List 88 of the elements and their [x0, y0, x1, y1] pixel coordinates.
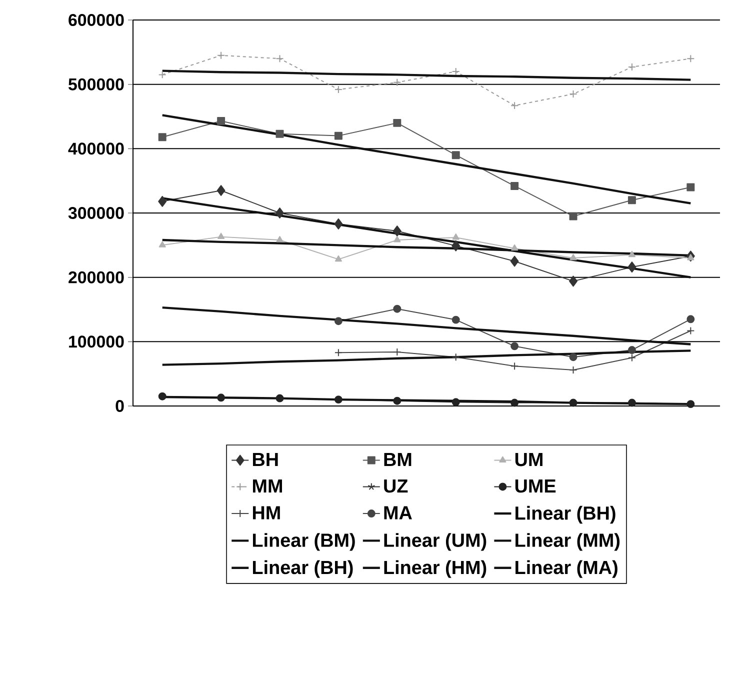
point	[276, 394, 284, 402]
point	[628, 346, 636, 354]
point	[686, 315, 695, 324]
point	[158, 196, 167, 207]
point	[334, 255, 342, 262]
legend-label: HM	[252, 506, 280, 520]
point	[452, 353, 460, 362]
point	[628, 398, 636, 407]
point	[510, 182, 519, 190]
legend-label: MA	[384, 506, 412, 520]
point	[334, 132, 342, 140]
point	[569, 353, 578, 362]
point	[158, 70, 166, 79]
point	[394, 236, 401, 242]
legend-label: Linear (BH)	[252, 560, 353, 578]
legend-label: BH	[252, 452, 278, 466]
point	[393, 304, 402, 313]
point	[452, 398, 460, 406]
point	[569, 276, 578, 287]
point	[334, 218, 343, 230]
y-tick-label: 400000	[68, 142, 124, 155]
point	[393, 118, 402, 127]
point	[452, 316, 460, 324]
point	[393, 78, 402, 86]
y-tick-label: 300000	[68, 206, 124, 220]
point	[393, 348, 402, 356]
y-tick-label: 600000	[68, 14, 124, 26]
point	[218, 232, 225, 240]
point	[628, 262, 636, 273]
point	[276, 208, 284, 218]
point	[158, 241, 166, 248]
legend-label: Linear (HM)	[384, 560, 486, 578]
point	[628, 62, 636, 71]
point	[158, 133, 166, 142]
legend-label: Linear (BH)	[516, 506, 616, 524]
point	[158, 392, 166, 400]
point	[511, 244, 518, 251]
point	[334, 396, 342, 404]
point	[392, 226, 402, 236]
point	[570, 254, 577, 260]
point	[569, 212, 578, 220]
point	[569, 398, 578, 407]
legend-label: UME	[515, 479, 556, 493]
legend-label: BM	[384, 452, 412, 466]
legend-label: UM	[515, 452, 542, 466]
point	[217, 117, 226, 125]
point	[276, 54, 284, 63]
point	[510, 362, 519, 370]
point	[276, 130, 284, 138]
point	[510, 342, 519, 350]
point	[510, 102, 519, 110]
point	[334, 317, 342, 326]
legend-label: Linear (MM)	[516, 533, 620, 551]
point	[569, 90, 578, 98]
point	[569, 366, 578, 374]
line-series	[161, 306, 692, 346]
point	[217, 51, 226, 60]
point	[276, 236, 284, 242]
point	[686, 326, 695, 335]
point	[452, 67, 460, 76]
point	[510, 398, 519, 407]
point	[510, 256, 519, 267]
y-tick-label: 200000	[68, 271, 124, 284]
point	[686, 54, 695, 63]
point	[452, 151, 460, 160]
point	[686, 183, 695, 192]
point	[393, 396, 402, 405]
y-tick-label: 100000	[69, 336, 124, 348]
legend-label: Linear (UM)	[384, 533, 486, 551]
point	[217, 394, 226, 402]
point	[452, 233, 460, 240]
legend-label: MM	[252, 479, 282, 492]
point	[628, 196, 636, 204]
point	[686, 400, 695, 408]
line-series	[161, 70, 692, 81]
legend-label: Linear (MA)	[516, 560, 618, 578]
y-tick-label: 500000	[68, 78, 124, 90]
legend-label: Linear (BM)	[252, 533, 355, 551]
point	[628, 250, 636, 258]
point	[216, 185, 226, 196]
line-series	[161, 114, 692, 204]
point	[628, 354, 636, 362]
point	[687, 254, 694, 260]
point	[334, 348, 342, 357]
legend-label: UZ	[384, 479, 408, 493]
point	[452, 240, 460, 252]
point	[334, 86, 342, 94]
y-tick-label: 0	[116, 400, 124, 412]
